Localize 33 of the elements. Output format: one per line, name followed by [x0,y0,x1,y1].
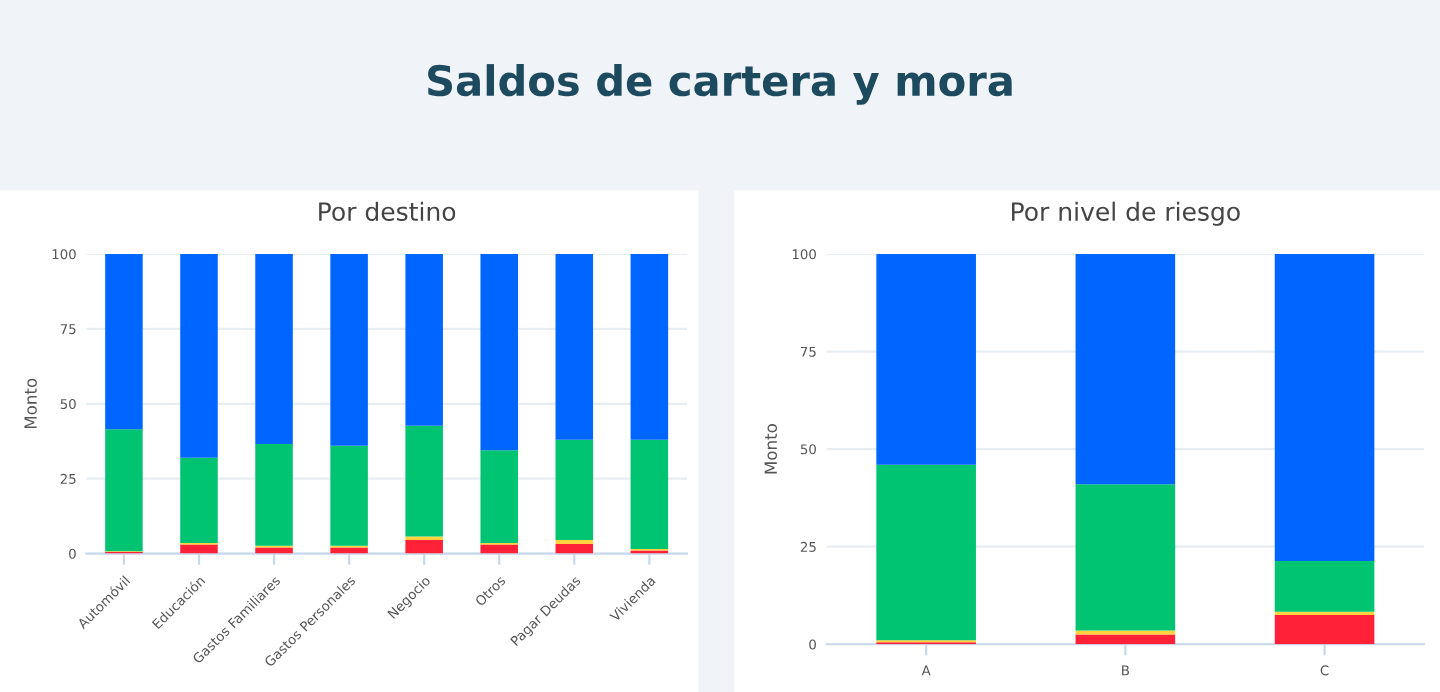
bar [480,450,518,544]
chart-title: Por nivel de riesgo [1012,201,1240,226]
chart-title: Por destino [319,201,456,221]
y-axis-title: Monto [764,424,778,474]
bar [876,464,976,641]
bar [1274,614,1375,645]
bar [480,253,518,451]
y-axis-title: Monto [24,378,37,429]
bar [555,253,594,440]
bar [105,253,143,430]
bar [405,253,443,426]
bar [330,253,368,446]
bar [555,544,594,554]
bar [1075,634,1176,645]
bar [480,544,518,554]
bar [105,429,143,552]
bar [330,445,368,546]
bar [255,443,293,546]
bar [1075,253,1176,485]
bar [405,540,443,554]
bar [255,253,293,444]
bar [1274,253,1375,562]
bar [180,253,218,458]
bar [555,439,594,541]
bar [180,457,218,544]
bar [180,544,218,554]
bar [630,439,669,550]
bar [876,253,976,465]
bar [630,253,669,440]
text: Saldos de cartera y mora [428,64,1012,105]
bar [1075,484,1176,631]
bar [1274,561,1375,612]
bar [405,425,443,537]
